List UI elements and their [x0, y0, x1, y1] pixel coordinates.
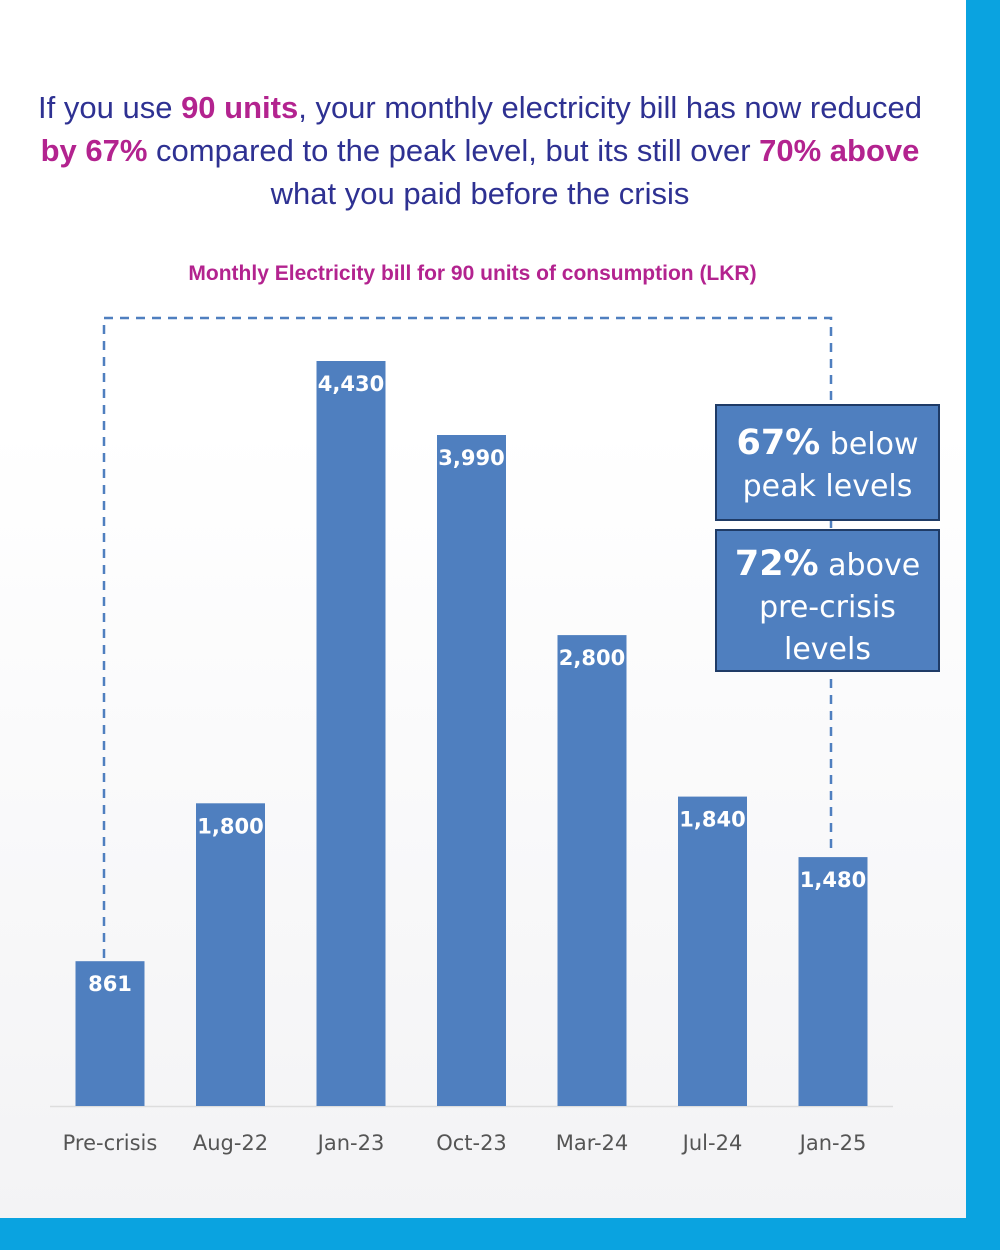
- headline-highlight-above: 70% above: [759, 133, 920, 168]
- headline-text-4: what you paid before the crisis: [270, 176, 690, 211]
- bar-value-label: 1,840: [679, 808, 745, 832]
- bar-value-label: 3,990: [438, 446, 504, 470]
- below-peak-callout: 67% below peak levels: [715, 404, 940, 521]
- below-peak-text: below peak levels: [742, 427, 919, 504]
- x-tick-label: Jan-25: [798, 1131, 867, 1155]
- headline-text-2: , your monthly electricity bill has now …: [298, 90, 922, 125]
- bar-chart: 861 Pre-crisis 1,800 Aug-22 4,430 Jan-23 3,990…: [50, 316, 893, 1155]
- bar-value-label: 861: [88, 972, 132, 996]
- headline-text-1: If you use: [38, 90, 182, 125]
- bar-value-label: 2,800: [559, 646, 625, 670]
- bar-jan-25: [798, 857, 868, 1106]
- above-precrisis-callout: 72% above pre-crisis levels: [715, 529, 940, 672]
- chart-title: Monthly Electricity bill for 90 units of…: [188, 262, 757, 285]
- below-peak-percent: 67%: [736, 423, 821, 463]
- x-tick-label: Mar-24: [556, 1131, 629, 1155]
- x-tick-label: Pre-crisis: [63, 1131, 158, 1155]
- x-tick-label: Jan-23: [316, 1131, 385, 1155]
- headline-highlight-reduction: by 67%: [40, 133, 148, 168]
- bar-value-label: 1,480: [800, 868, 866, 892]
- headline-highlight-units: 90 units: [181, 90, 299, 125]
- bar-oct-23: [437, 435, 506, 1106]
- right-border-strip: [966, 0, 1000, 1250]
- bar-jul-24: [678, 796, 747, 1106]
- headline-text-3: compared to the peak level, but its stil…: [147, 133, 760, 168]
- bar-value-label: 4,430: [318, 372, 384, 396]
- bars-group: 861 Pre-crisis 1,800 Aug-22 4,430 Jan-23 3,990…: [63, 361, 868, 1155]
- x-tick-label: Oct-23: [436, 1131, 507, 1155]
- bar-mar-24: [557, 635, 627, 1106]
- bar-pre-crisis: [75, 961, 145, 1106]
- above-precrisis-text: above pre-crisis levels: [759, 548, 921, 667]
- x-tick-label: Jul-24: [681, 1131, 743, 1155]
- x-tick-label: Aug-22: [193, 1131, 268, 1155]
- bar-jan-23: [316, 361, 386, 1106]
- bar-value-label: 1,800: [197, 814, 263, 838]
- above-precrisis-percent: 72%: [734, 544, 819, 584]
- bottom-border-strip: [0, 1218, 1000, 1250]
- bar-aug-22: [196, 803, 265, 1106]
- headline: If you use 90 units, your monthly electr…: [20, 86, 940, 215]
